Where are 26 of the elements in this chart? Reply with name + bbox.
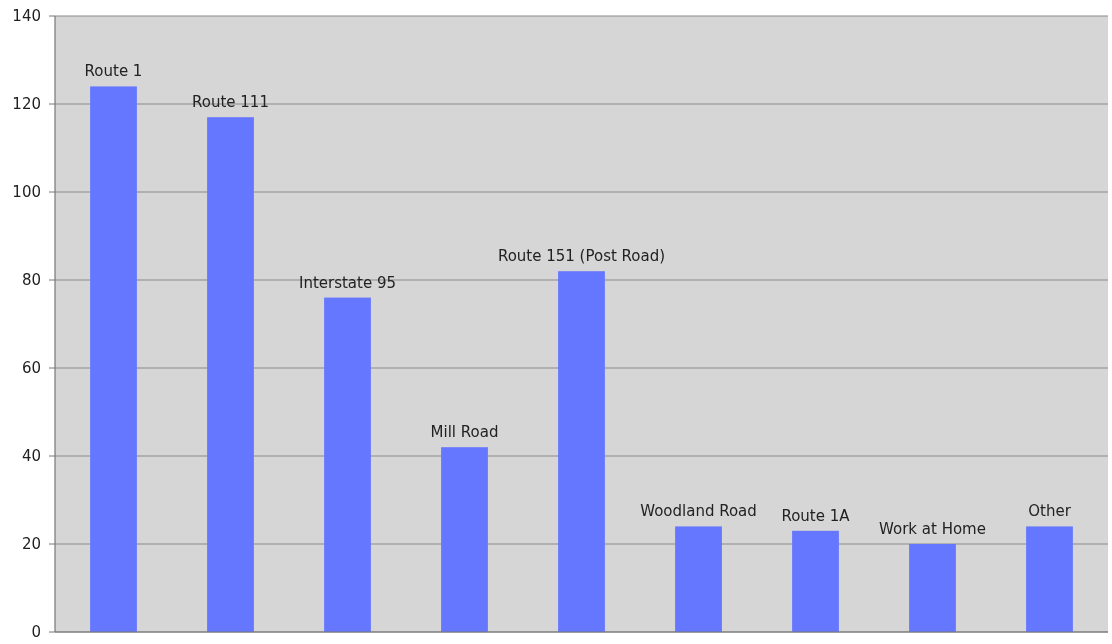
x-tick-label: Route 111 <box>192 93 269 112</box>
bar <box>441 447 488 632</box>
x-tick-label: Interstate 95 <box>298 273 397 292</box>
y-tick-label: 100 <box>12 183 41 202</box>
bar <box>792 530 839 632</box>
x-tick-label: Mill Road <box>430 423 499 442</box>
x-tick-label: Route 1A <box>781 506 851 525</box>
bar <box>90 86 137 632</box>
bar <box>909 544 956 632</box>
y-tick-label: 0 <box>31 623 41 642</box>
y-tick-label: 120 <box>12 95 41 114</box>
y-tick-label: 60 <box>21 359 41 378</box>
bar <box>675 526 722 632</box>
x-tick-label: Woodland Road <box>640 502 757 521</box>
bar <box>558 271 605 632</box>
x-tick-label: Work at Home <box>879 520 986 538</box>
bar <box>207 117 254 632</box>
y-tick-label: 140 <box>12 7 41 26</box>
x-tick-label: Route 151 (Post Road) <box>497 247 666 266</box>
y-tick-label: 20 <box>21 535 41 554</box>
bar <box>324 297 371 632</box>
x-tick-label: Route 1 <box>84 62 143 81</box>
x-tick-label: Other <box>1028 502 1072 521</box>
y-tick-label: 80 <box>21 271 41 290</box>
bar <box>1026 526 1073 632</box>
y-tick-label: 40 <box>21 447 41 466</box>
